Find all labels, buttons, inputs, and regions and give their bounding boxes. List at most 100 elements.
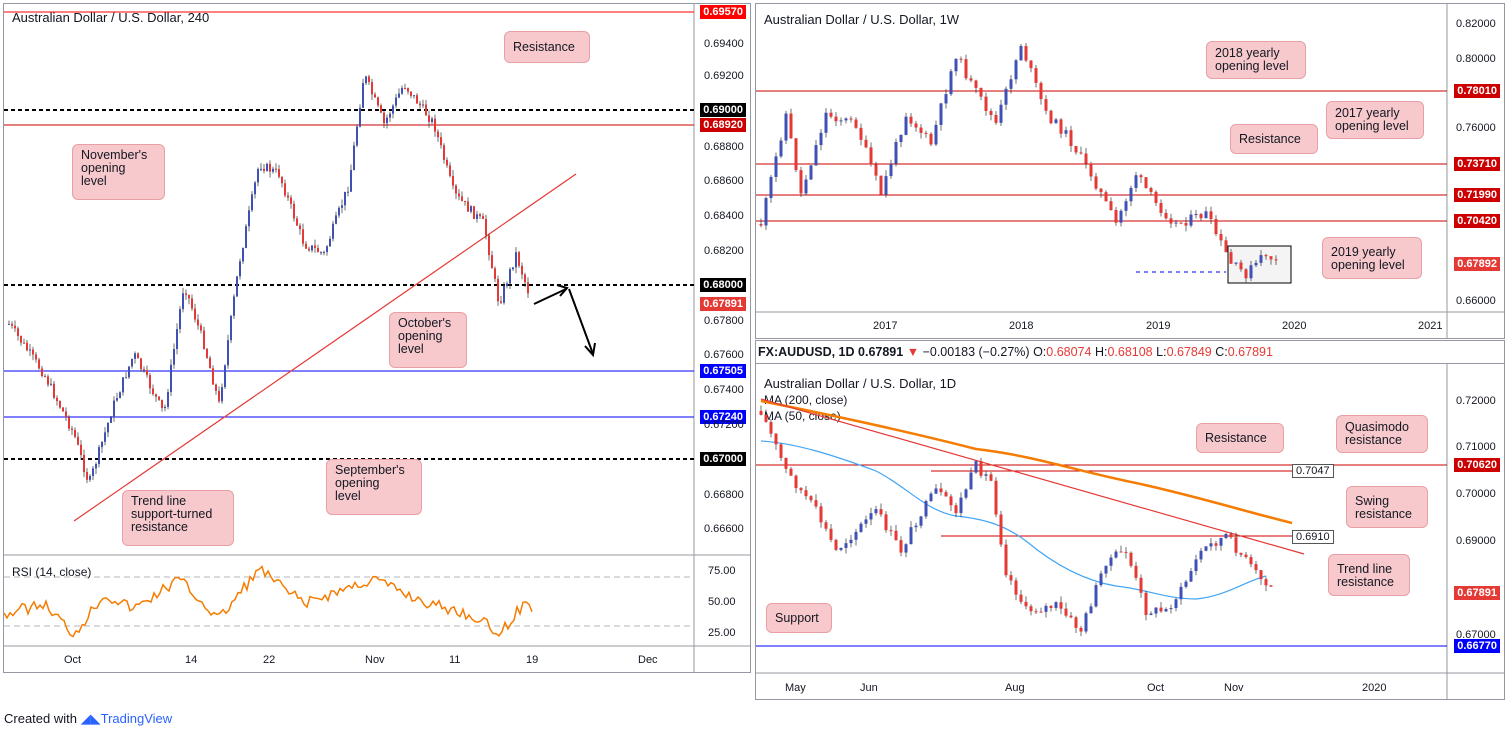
footer-brand[interactable]: TradingView	[100, 711, 173, 726]
candle-body	[809, 496, 813, 501]
daily-y-tick: 0.70000	[1456, 488, 1496, 500]
candle-body	[212, 368, 214, 385]
candle-body	[518, 252, 520, 266]
candle-body	[1009, 575, 1013, 581]
h4-chart-svg	[4, 4, 750, 672]
candle-body	[969, 472, 973, 490]
h4-chart-panel[interactable]: Australian Dollar / U.S. Dollar, 240 0.6…	[3, 3, 751, 673]
candle-body	[849, 539, 853, 544]
candle-body	[113, 400, 115, 418]
candle-body	[326, 246, 328, 253]
candle-body	[1049, 110, 1053, 124]
candle-body	[1154, 191, 1158, 203]
candle-body	[1114, 210, 1118, 223]
h4-trend-line	[73, 173, 577, 522]
candle-body	[296, 218, 298, 226]
h4-price-label-068920: 0.68920	[700, 118, 746, 132]
candle-body	[1049, 605, 1053, 608]
weekly-y-tick: 0.66000	[1456, 295, 1496, 307]
h4-y-tick: 0.67600	[704, 349, 744, 361]
candle-body	[844, 543, 848, 548]
candle-body	[1074, 617, 1078, 628]
candle-body	[949, 71, 953, 95]
candle-body	[422, 104, 424, 106]
daily-chart-title: Australian Dollar / U.S. Dollar, 1D	[764, 376, 957, 391]
candle-body	[236, 276, 238, 297]
weekly-chart-panel[interactable]: Australian Dollar / U.S. Dollar, 1W 0.78…	[755, 3, 1505, 339]
candle-body	[509, 269, 511, 284]
candle-body	[1039, 82, 1043, 100]
candle-body	[914, 123, 918, 128]
h4-y-tick: 0.68800	[704, 141, 744, 153]
candle-body	[964, 59, 968, 79]
candle-body	[999, 104, 1003, 123]
h4-y-tick: 0.67800	[704, 315, 744, 327]
weekly-y-tick: 0.80000	[1456, 53, 1496, 65]
candle-body	[1109, 557, 1113, 566]
candle-body	[164, 406, 166, 409]
candle-body	[779, 444, 783, 458]
candle-body	[1184, 222, 1188, 226]
candle-body	[819, 132, 823, 146]
candle-body	[230, 315, 232, 341]
candle-body	[143, 369, 145, 371]
candle-body	[62, 407, 64, 412]
candle-body	[1074, 146, 1078, 153]
candle-body	[29, 349, 31, 351]
daily-y-tick: 0.69000	[1456, 535, 1496, 547]
candle-body	[1234, 537, 1238, 553]
candle-body	[197, 319, 199, 326]
h4-price-label-067240: 0.67240	[700, 410, 746, 424]
candle-body	[20, 335, 22, 343]
candle-body	[784, 113, 788, 141]
h4-candles	[8, 74, 529, 484]
candle-body	[182, 293, 184, 310]
candle-body	[1239, 262, 1243, 270]
candle-body	[839, 547, 843, 550]
candle-body	[984, 96, 988, 111]
candle-body	[1229, 533, 1233, 538]
candle-body	[1104, 192, 1108, 202]
daily-y-tick: 0.71000	[1456, 441, 1496, 453]
candle-body	[899, 540, 903, 553]
candle-body	[314, 245, 316, 248]
candle-body	[440, 137, 442, 146]
candle-body	[1094, 585, 1098, 607]
candle-body	[884, 176, 888, 195]
candle-body	[338, 207, 340, 216]
candle-body	[170, 364, 172, 393]
candle-body	[849, 118, 853, 120]
candle-body	[924, 501, 928, 517]
h4-y-tick: 0.66600	[704, 523, 744, 535]
candle-body	[1144, 592, 1148, 615]
candle-body	[1244, 269, 1248, 279]
candle-body	[1079, 152, 1083, 154]
candle-body	[974, 80, 978, 88]
candle-body	[1129, 552, 1133, 566]
candle-body	[979, 87, 983, 97]
daily-price-label-066770: 0.66770	[1454, 639, 1500, 653]
candle-body	[506, 283, 508, 287]
candle-body	[799, 170, 803, 194]
daily-quote-last: 0.67891	[858, 345, 904, 359]
candle-body	[1134, 175, 1138, 188]
candle-body	[218, 390, 220, 402]
candle-body	[479, 214, 481, 217]
h4-x-tick: Dec	[638, 654, 658, 666]
candle-body	[179, 309, 181, 330]
h4-callout-october: October's opening level	[389, 312, 467, 368]
daily-quote-h-label: H:	[1094, 345, 1108, 359]
candle-body	[919, 127, 923, 133]
candle-body	[1054, 119, 1058, 124]
daily-x-tick: Nov	[1224, 682, 1244, 694]
candle-body	[1079, 627, 1083, 632]
candle-body	[350, 170, 352, 192]
candle-body	[452, 175, 454, 186]
candle-body	[1204, 546, 1208, 551]
daily-chart-panel[interactable]: FX:AUDUSD, 1D 0.67891 ▼ −0.00183 (−0.27%…	[755, 340, 1505, 700]
candle-body	[874, 509, 878, 514]
candle-body	[874, 164, 878, 176]
candle-body	[854, 531, 858, 540]
weekly-chart-svg	[756, 4, 1504, 338]
candle-body	[266, 163, 268, 171]
